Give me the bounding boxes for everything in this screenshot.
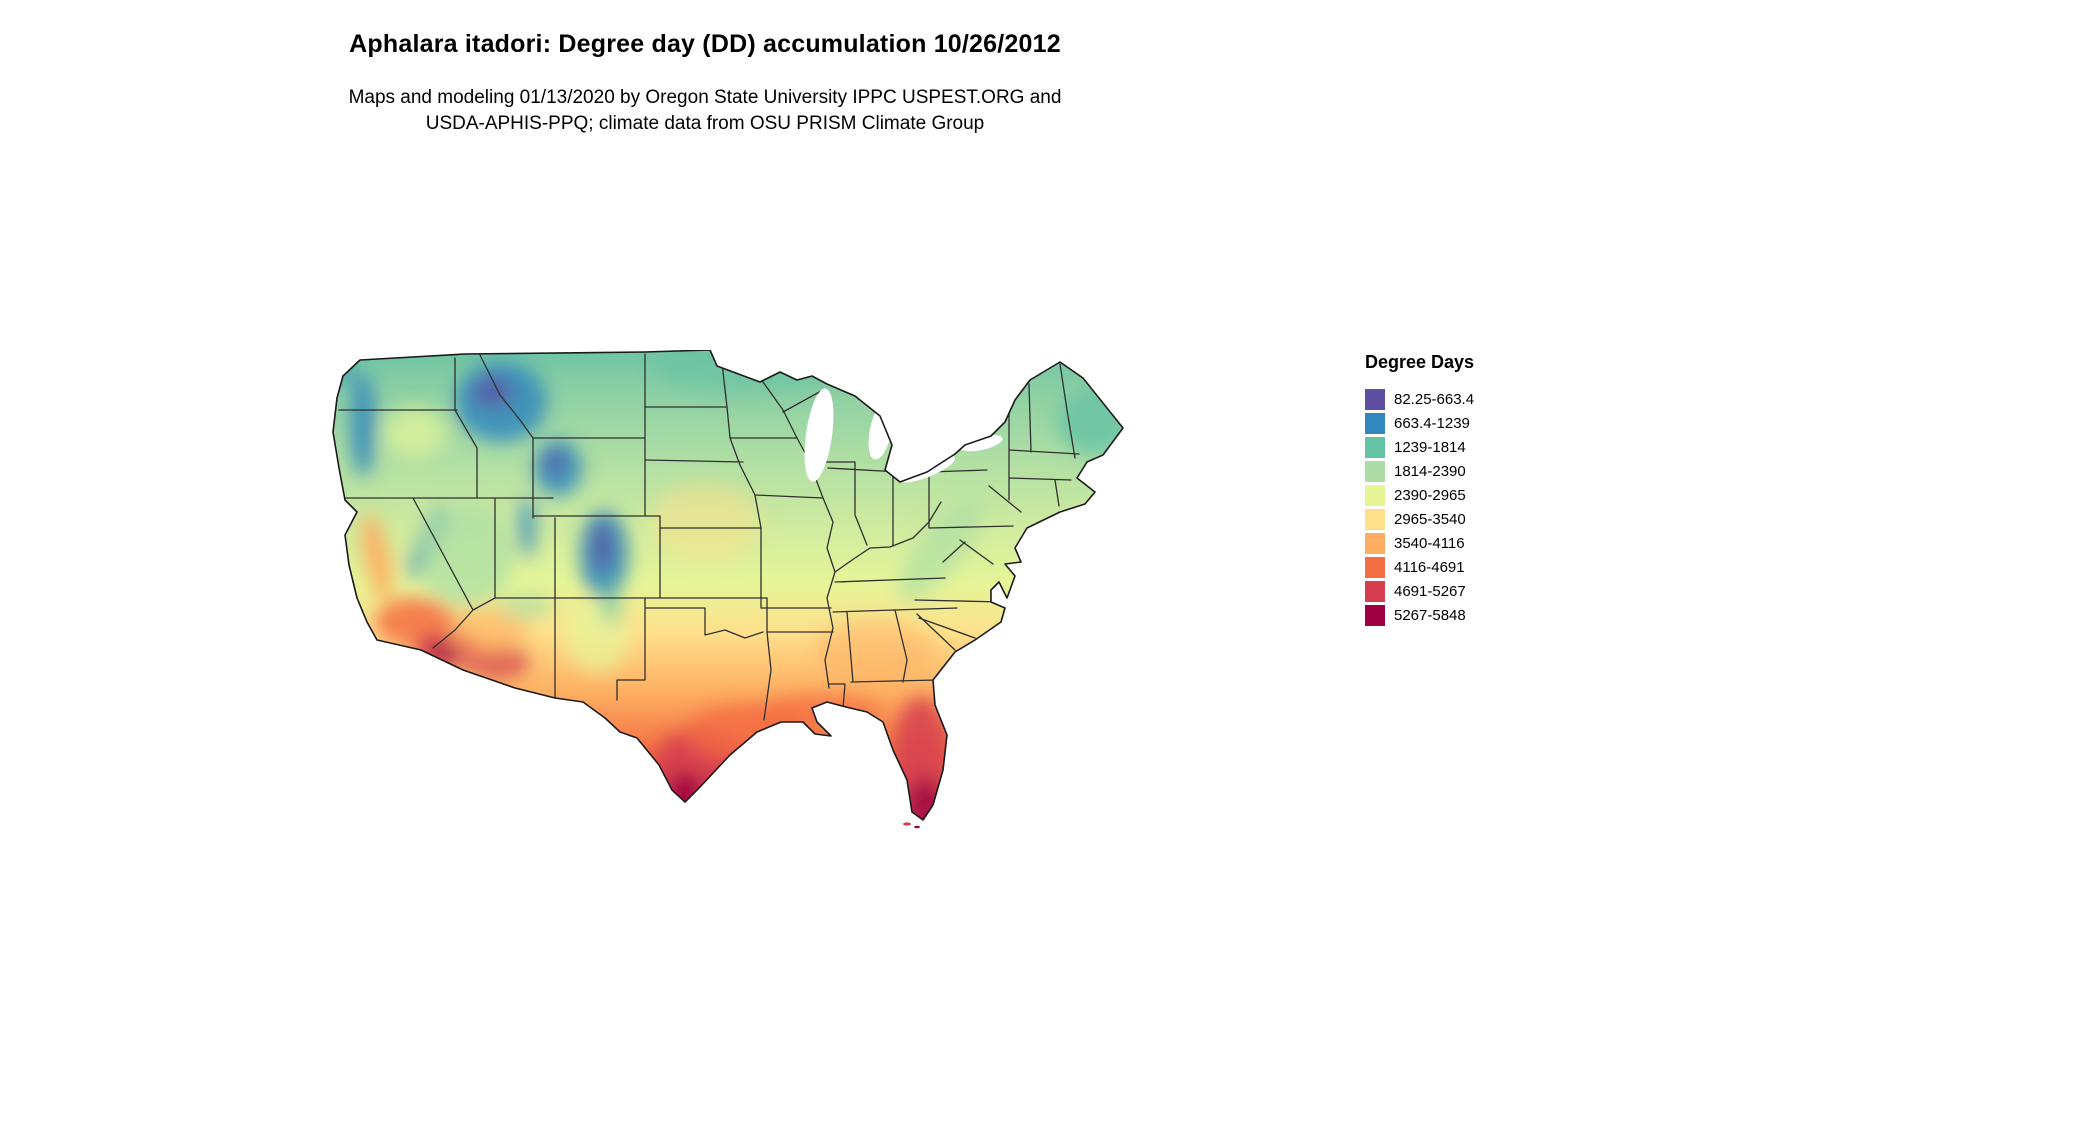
legend-label: 2390-2965 [1394,486,1466,504]
degree-day-raster [333,350,1123,820]
legend-swatch-icon [1365,556,1385,578]
legend-label: 4691-5267 [1394,582,1466,600]
legend-label: 1814-2390 [1394,462,1466,480]
us-map-svg [332,349,1124,829]
legend-item: 2390-2965 [1365,483,1535,507]
legend-label: 1239-1814 [1394,438,1466,456]
legend-swatch-icon [1365,460,1385,482]
legend-item: 2965-3540 [1365,507,1535,531]
legend-swatch-icon [1365,508,1385,530]
legend-label: 82.25-663.4 [1394,390,1475,408]
legend-swatch-icon [1365,436,1385,458]
map-header: Aphalara itadori: Degree day (DD) accumu… [0,30,1410,137]
legend-title: Degree Days [1365,352,1475,372]
legend-item: 1239-1814 [1365,435,1535,459]
legend-label: 663.4-1239 [1394,414,1470,432]
page-subtitle: Maps and modeling 01/13/2020 by Oregon S… [0,85,1410,137]
legend-swatch-icon [1365,604,1385,626]
legend-swatch-icon [1365,484,1385,506]
legend-item: 82.25-663.4 [1365,387,1535,411]
legend-item: 663.4-1239 [1365,411,1535,435]
legend-item: 3540-4116 [1365,531,1535,555]
legend-item: 4116-4691 [1365,555,1535,579]
legend-label: 2965-3540 [1394,510,1466,528]
subtitle-line-2: USDA-APHIS-PPQ; climate data from OSU PR… [425,113,985,134]
florida-keys [903,822,920,829]
legend-swatch-icon [1365,532,1385,554]
legend-item: 1814-2390 [1365,459,1535,483]
us-degree-day-map [315,349,1130,830]
legend-label: 4116-4691 [1394,558,1465,576]
legend-swatch-icon [1365,412,1385,434]
legend-label: 5267-5848 [1394,606,1466,624]
legend-swatch-icon [1365,580,1385,602]
page-title: Aphalara itadori: Degree day (DD) accumu… [349,30,1061,58]
subtitle-line-1: Maps and modeling 01/13/2020 by Oregon S… [348,87,1062,108]
state-borders [334,353,1080,721]
us-outline [332,349,1124,821]
legend-swatch-icon [1365,388,1385,410]
legend-label: 3540-4116 [1394,534,1465,552]
degree-days-legend: Degree Days 82.25-663.4 663.4-1239 1239-… [1365,352,1535,627]
legend-item: 4691-5267 [1365,579,1535,603]
legend-item: 5267-5848 [1365,603,1535,627]
